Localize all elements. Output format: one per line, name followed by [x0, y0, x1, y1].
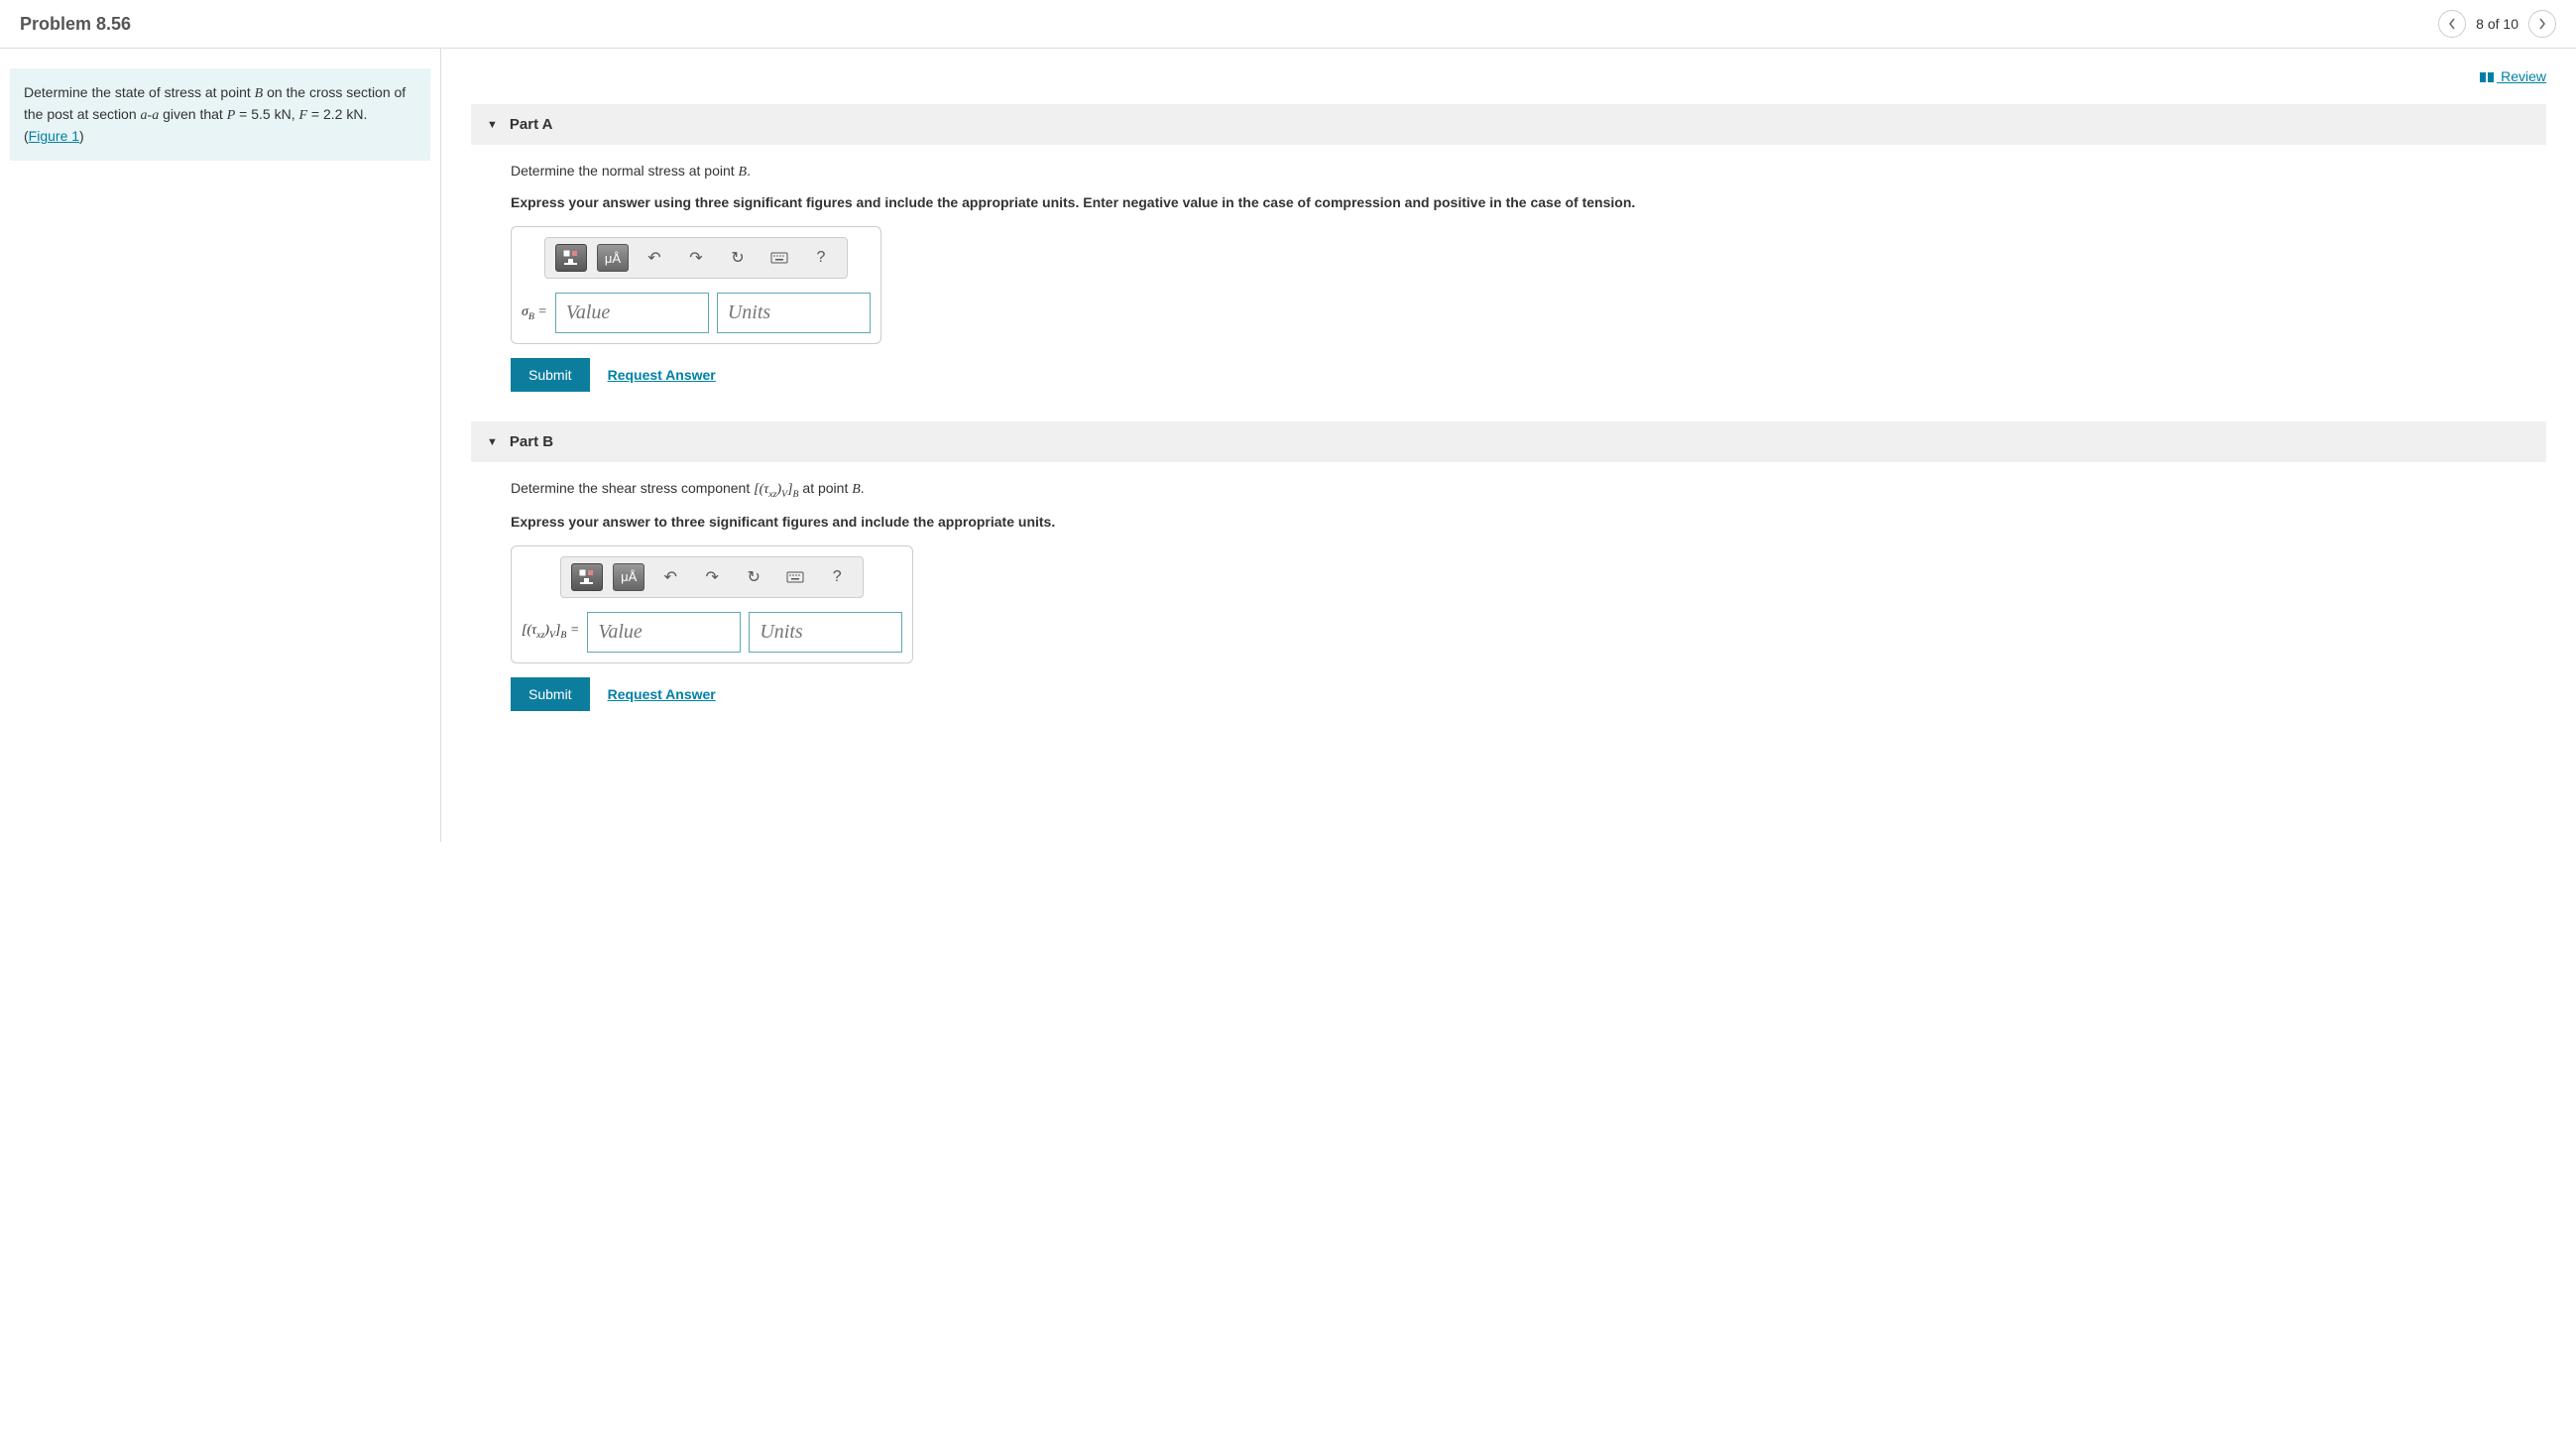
- header-bar: Problem 8.56 8 of 10: [0, 0, 2576, 49]
- main-content: Determine the state of stress at point B…: [0, 49, 2576, 842]
- part-b-header[interactable]: ▼ Part B: [471, 421, 2546, 462]
- help-icon[interactable]: ?: [821, 563, 853, 591]
- part-a-var-label: σB =: [522, 304, 547, 322]
- units-icon[interactable]: μÅ: [597, 244, 629, 272]
- part-a-actions: Submit Request Answer: [511, 358, 2530, 392]
- part-b-var-label: [(τxz)V]B =: [522, 623, 579, 641]
- part-a-instructions: Express your answer using three signific…: [511, 194, 2530, 210]
- part-a-answer-box: μÅ ↶ ↷ ↻ ? σB =: [511, 226, 881, 344]
- keyboard-icon[interactable]: [779, 563, 811, 591]
- prev-button[interactable]: [2438, 10, 2466, 38]
- chevron-down-icon: ▼: [487, 119, 498, 131]
- review-link-container: Review: [471, 68, 2546, 84]
- redo-icon[interactable]: ↷: [680, 244, 712, 272]
- units-icon[interactable]: μÅ: [613, 563, 644, 591]
- part-b-units-input[interactable]: [749, 612, 902, 653]
- undo-icon[interactable]: ↶: [654, 563, 686, 591]
- chevron-right-icon: [2538, 18, 2546, 30]
- book-icon: [2479, 71, 2495, 83]
- part-a-title: Part A: [510, 116, 553, 133]
- template-icon[interactable]: [555, 244, 587, 272]
- fraction-template-icon: [562, 249, 580, 267]
- part-b-value-input[interactable]: [587, 612, 741, 653]
- template-icon[interactable]: [571, 563, 603, 591]
- part-a-toolbar: μÅ ↶ ↷ ↻ ?: [544, 237, 848, 279]
- left-panel: Determine the state of stress at point B…: [0, 49, 441, 842]
- chevron-left-icon: [2448, 18, 2456, 30]
- part-b-toolbar: μÅ ↶ ↷ ↻ ?: [560, 556, 864, 598]
- reset-icon[interactable]: ↻: [738, 563, 769, 591]
- part-a-request-answer-link[interactable]: Request Answer: [608, 367, 716, 383]
- part-b-input-row: [(τxz)V]B =: [522, 612, 902, 653]
- part-a-units-input[interactable]: [717, 293, 871, 333]
- undo-icon[interactable]: ↶: [639, 244, 670, 272]
- right-panel: Review ▼ Part A Determine the normal str…: [441, 49, 2576, 842]
- help-icon[interactable]: ?: [805, 244, 837, 272]
- nav-position: 8 of 10: [2476, 16, 2518, 32]
- part-b-answer-box: μÅ ↶ ↷ ↻ ? [(τxz)V]B =: [511, 545, 913, 663]
- part-b-title: Part B: [510, 433, 553, 450]
- redo-icon[interactable]: ↷: [696, 563, 728, 591]
- reset-icon[interactable]: ↻: [722, 244, 754, 272]
- part-b-submit-button[interactable]: Submit: [511, 677, 590, 711]
- part-a-input-row: σB =: [522, 293, 871, 333]
- part-b-actions: Submit Request Answer: [511, 677, 2530, 711]
- part-b-question: Determine the shear stress component [(τ…: [511, 480, 2530, 500]
- chevron-down-icon: ▼: [487, 436, 498, 448]
- next-button[interactable]: [2528, 10, 2556, 38]
- part-a-value-input[interactable]: [555, 293, 709, 333]
- part-b-request-answer-link[interactable]: Request Answer: [608, 686, 716, 702]
- part-a-content: Determine the normal stress at point B. …: [471, 163, 2546, 421]
- fraction-template-icon: [578, 568, 596, 586]
- part-b-instructions: Express your answer to three significant…: [511, 514, 2530, 530]
- part-b-content: Determine the shear stress component [(τ…: [471, 480, 2546, 741]
- problem-statement: Determine the state of stress at point B…: [10, 68, 430, 161]
- part-a-header[interactable]: ▼ Part A: [471, 104, 2546, 145]
- nav-controls: 8 of 10: [2438, 10, 2556, 38]
- part-a-question: Determine the normal stress at point B.: [511, 163, 2530, 180]
- review-link[interactable]: Review: [2479, 68, 2546, 84]
- part-a-submit-button[interactable]: Submit: [511, 358, 590, 392]
- keyboard-icon[interactable]: [763, 244, 795, 272]
- figure-link[interactable]: Figure 1: [29, 128, 79, 144]
- problem-title: Problem 8.56: [20, 14, 131, 35]
